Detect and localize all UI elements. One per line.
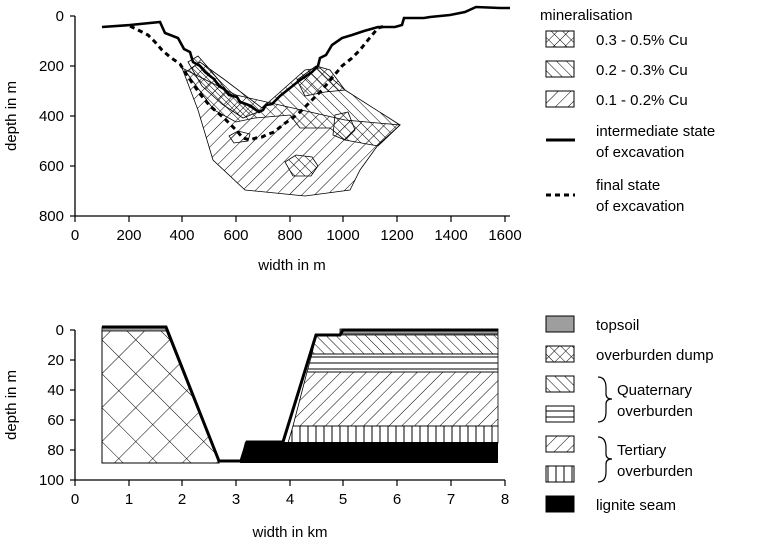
legend-title-mineralisation: mineralisation [540, 7, 633, 24]
tertiary-diagonal-band [292, 371, 499, 427]
top-ytick-label: 200 [39, 58, 64, 75]
bottom-ytick-label: 80 [47, 442, 64, 459]
legend-label-topsoil: topsoil [596, 317, 639, 334]
legend-swatch-topsoil [545, 315, 575, 333]
ore-pod-medium [332, 111, 356, 141]
top-axes: 0 200 400 600 800 0 200 400 600 800 1000… [3, 8, 522, 274]
legend-swatch-high-grade [545, 30, 575, 48]
top-xtick-label: 0 [71, 227, 79, 244]
bottom-ytick-label: 60 [47, 412, 64, 429]
lignite-seam [240, 442, 498, 463]
bottom-xtick-label: 1 [125, 491, 133, 508]
bottom-ytick-label: 0 [56, 322, 64, 339]
legend-swatch-low-grade [545, 90, 575, 108]
bottom-xtick-label: 3 [232, 491, 240, 508]
legend-label-intermediate-2: of excavation [596, 144, 684, 161]
top-xtick-label: 1400 [434, 227, 467, 244]
bottom-xtick-label: 4 [286, 491, 294, 508]
legend-label-low-grade: 0.1 - 0.2% Cu [596, 92, 688, 109]
overburden-dump [101, 329, 220, 464]
top-y-ticks [70, 15, 75, 217]
bottom-axes: 0 20 40 60 80 100 0 1 2 3 4 5 6 7 8 dept… [3, 322, 509, 541]
legend-label-quaternary-1: Quaternary [617, 382, 693, 399]
bottom-layers [101, 326, 499, 464]
bottom-panel: 0 20 40 60 80 100 0 1 2 3 4 5 6 7 8 dept… [3, 315, 714, 541]
top-x-axis-label: width in m [257, 257, 326, 274]
bottom-excavation-profile [102, 325, 498, 463]
legend-swatch-quaternary-horizontal [545, 405, 575, 423]
top-ytick-label: 400 [39, 108, 64, 125]
top-ytick-label: 800 [39, 208, 64, 225]
bottom-xtick-label: 8 [501, 491, 509, 508]
bottom-ytick-label: 40 [47, 382, 64, 399]
bottom-legend: topsoil overburden dump Quaternary overb… [545, 315, 714, 514]
top-xtick-label: 200 [116, 227, 141, 244]
bottom-ytick-label: 20 [47, 352, 64, 369]
bottom-x-axis-label: width in km [251, 524, 327, 541]
legend-label-intermediate-1: intermediate state [596, 123, 715, 140]
top-ore-body [181, 55, 401, 197]
legend-label-medium-grade: 0.2 - 0.3% Cu [596, 62, 688, 79]
bottom-y-axis-label: depth in m [3, 370, 20, 440]
top-y-axis-label: depth in m [3, 81, 20, 151]
final-excavation-line [129, 24, 386, 142]
tertiary-brace [597, 436, 613, 483]
legend-label-final-1: final state [596, 177, 660, 194]
quaternary-brace [597, 376, 613, 423]
bottom-xtick-label: 0 [71, 491, 79, 508]
top-xtick-label: 1000 [326, 227, 359, 244]
legend-swatch-tertiary-diagonal [545, 435, 575, 453]
ore-pod-low-2 [284, 154, 319, 177]
intermediate-excavation-line [101, 5, 510, 114]
top-x-ticks [74, 216, 506, 222]
top-legend: mineralisation 0.3 - 0.5% Cu 0.2 - 0.3% … [540, 7, 715, 215]
legend-label-lignite: lignite seam [596, 497, 676, 514]
quaternary-diagonal-band [311, 334, 499, 355]
legend-label-quaternary-2: overburden [617, 403, 693, 420]
legend-label-tertiary-2: overburden [617, 463, 693, 480]
legend-swatch-tertiary-vertical [545, 465, 575, 483]
tertiary-vertical-band [287, 425, 499, 444]
top-ytick-label: 600 [39, 158, 64, 175]
legend-label-high-grade: 0.3 - 0.5% Cu [596, 32, 688, 49]
top-xtick-label: 400 [169, 227, 194, 244]
top-xtick-label: 1200 [380, 227, 413, 244]
bottom-xtick-label: 5 [339, 491, 347, 508]
bottom-xtick-label: 6 [393, 491, 401, 508]
bottom-x-ticks [74, 480, 506, 486]
bottom-y-ticks [70, 329, 75, 481]
bottom-ytick-label: 100 [39, 472, 64, 489]
legend-label-overburden-dump: overburden dump [596, 347, 714, 364]
legend-swatch-quaternary-diagonal [545, 375, 575, 393]
bottom-xtick-label: 2 [178, 491, 186, 508]
legend-label-tertiary-1: Tertiary [617, 442, 667, 459]
top-xtick-label: 800 [277, 227, 302, 244]
legend-swatch-medium-grade [545, 60, 575, 78]
quaternary-horizontal-band [306, 353, 499, 373]
legend-label-final-2: of excavation [596, 198, 684, 215]
bottom-xtick-label: 7 [447, 491, 455, 508]
legend-swatch-overburden-dump [545, 345, 575, 363]
top-xtick-label: 1600 [488, 227, 521, 244]
legend-swatch-lignite [545, 495, 575, 513]
top-panel: 0 200 400 600 800 0 200 400 600 800 1000… [3, 5, 715, 274]
top-ytick-label: 0 [56, 8, 64, 25]
top-xtick-label: 600 [223, 227, 248, 244]
